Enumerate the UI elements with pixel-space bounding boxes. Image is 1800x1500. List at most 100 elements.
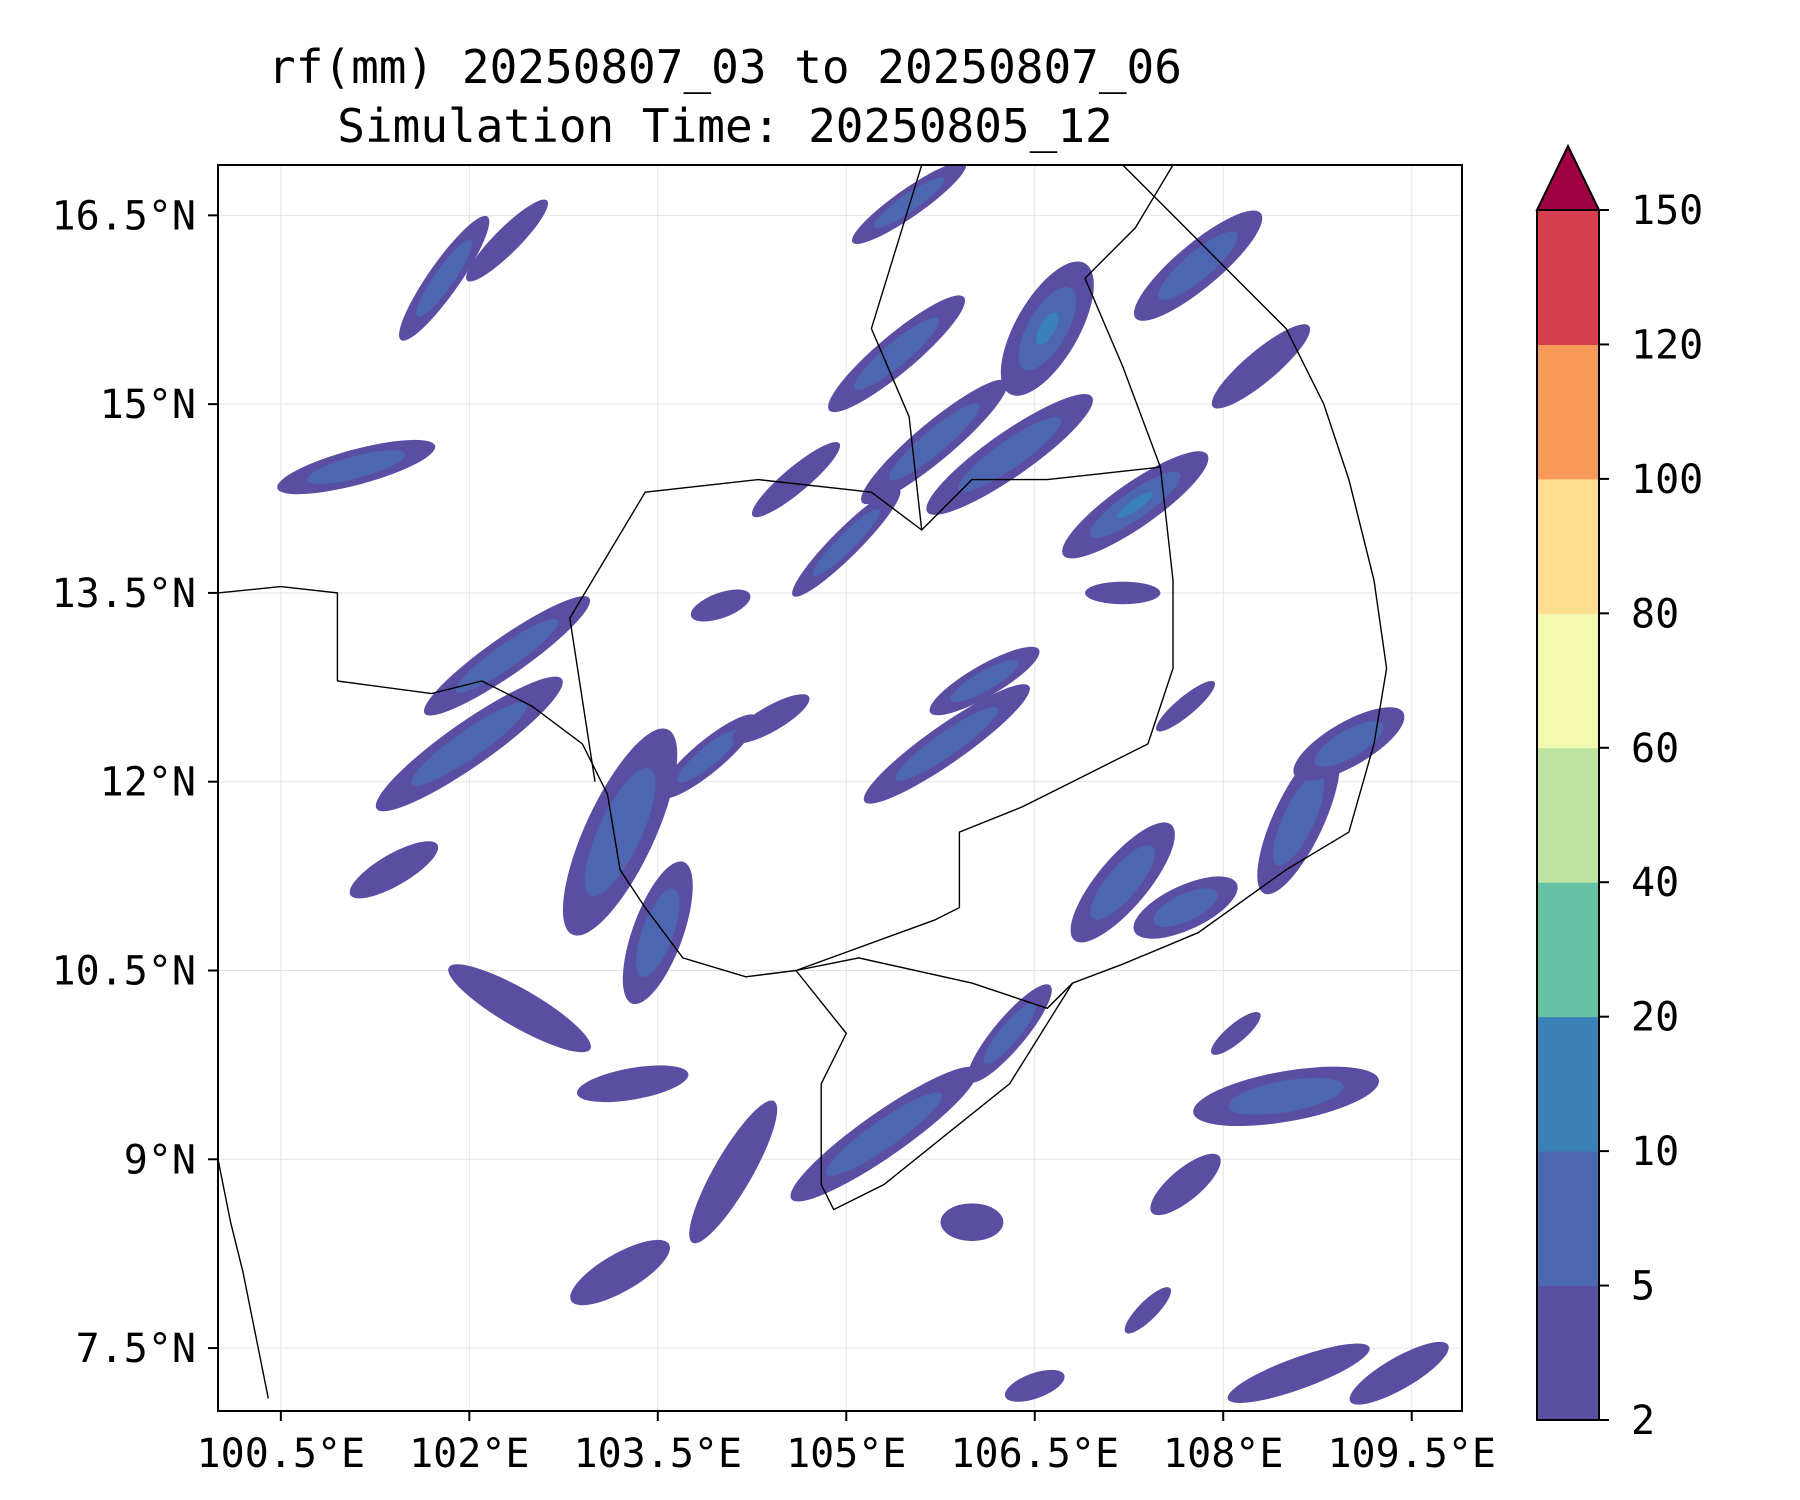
rain-contour [873, 177, 945, 229]
rain-contour [1314, 721, 1384, 767]
rain-cell [1257, 744, 1341, 895]
coastline-segment [569, 466, 1174, 972]
rain-cell [399, 215, 490, 341]
rain-contour [466, 199, 548, 282]
rain-contour [1211, 1011, 1261, 1055]
colorbar-tick-label: 10 [1631, 1129, 1679, 1175]
lat-tick-label: 16.5°N [52, 193, 197, 239]
rain-cell [1227, 1343, 1370, 1403]
coastlines-and-borders [218, 165, 1388, 1399]
coastline-segment [337, 680, 583, 745]
colorbar-segments [1537, 210, 1599, 1421]
rain-cell [1133, 876, 1238, 939]
rain-cell [277, 439, 436, 495]
rain-contour [584, 767, 656, 897]
rain-contour [570, 1239, 670, 1306]
lon-tick-label: 100.5°E [197, 1431, 366, 1477]
rain-cell [1085, 581, 1161, 605]
rain-contour [826, 1092, 942, 1176]
map-title-line2: Simulation Time: 20250805_12 [337, 99, 1113, 153]
lat-tick-label: 13.5°N [52, 571, 197, 617]
colorbar-segment [1537, 882, 1599, 1018]
rain-contour [636, 888, 680, 977]
lat-tick-label: 9°N [124, 1137, 196, 1183]
rain-contour [1156, 680, 1216, 732]
rain-contour [307, 450, 406, 484]
rain-contour [854, 317, 939, 390]
rain-cell [1133, 210, 1263, 321]
rain-contour [690, 589, 751, 622]
rain-contour [1117, 491, 1153, 518]
rain-contour [1153, 888, 1218, 927]
latitude-axis: 7.5°N 9°N 10.5°N 12°N 13.5°N 15°N 16.5°N [52, 193, 218, 1372]
map-title-line1: rf(mm) 20250807_03 to 20250807_06 [268, 40, 1182, 94]
colorbar-segment [1537, 747, 1599, 883]
rain-cell [940, 1203, 1004, 1242]
rain-cell [1150, 1153, 1221, 1216]
rain-contour [411, 702, 528, 786]
rain-contour [950, 659, 1019, 703]
lon-tick-label: 103.5°E [574, 1431, 743, 1477]
rain-contour [1228, 1077, 1344, 1115]
longitude-axis: 100.5°E 102°E 103.5°E 105°E 106.5°E 108°E 109.… [197, 1411, 1496, 1477]
colorbar-segment [1537, 1151, 1599, 1287]
colorbar-segment [1537, 613, 1599, 749]
rain-cell [1156, 680, 1216, 732]
rain-cell [929, 646, 1040, 716]
colorbar-segment [1537, 210, 1599, 345]
rain-cell [792, 488, 901, 597]
colorbar-ticks: 2 5 10 20 40 60 80 100 120 150 [1599, 188, 1703, 1444]
colorbar-tick-label: 2 [1631, 1398, 1655, 1444]
rain-contour [983, 1002, 1036, 1064]
colorbar-tick-label: 120 [1631, 322, 1703, 368]
rain-cell [658, 714, 758, 799]
rain-cell [375, 676, 563, 812]
rain-cell [466, 199, 548, 282]
rain-cell [349, 841, 439, 899]
lon-tick-label: 102°E [409, 1431, 529, 1477]
coastline-segment [218, 1159, 269, 1399]
rain-contour [1085, 581, 1161, 605]
colorbar-segment [1537, 344, 1599, 480]
rain-cell [576, 1065, 689, 1103]
rain-cell [689, 1100, 778, 1244]
rain-cell [790, 1066, 978, 1202]
rain-cell [1004, 1369, 1065, 1402]
colorbar-tick-label: 80 [1631, 591, 1679, 637]
rain-cell [851, 165, 967, 244]
rain-contour [895, 706, 999, 781]
rain-contour [448, 964, 591, 1053]
rain-contour [677, 730, 739, 783]
rain-cell [562, 728, 678, 936]
coastline-segment [581, 743, 797, 978]
rain-contour [1227, 1343, 1370, 1403]
rain-contour [888, 403, 980, 481]
lat-tick-label: 12°N [100, 760, 196, 806]
rain-cell [1211, 1011, 1261, 1055]
colorbar-tick-label: 5 [1631, 1264, 1655, 1310]
lat-tick-label: 15°N [100, 382, 196, 428]
rain-cell [570, 1239, 670, 1306]
colorbar-tick-label: 150 [1631, 188, 1703, 234]
rain-contour [751, 442, 841, 518]
rain-contour [416, 239, 473, 317]
rain-cell [690, 589, 751, 622]
rain-cell [448, 964, 591, 1053]
rain-cell [1062, 451, 1209, 559]
rain-cell [828, 295, 966, 413]
lon-tick-label: 106.5°E [950, 1431, 1119, 1477]
map-frame [217, 164, 1463, 1412]
rain-contour [1036, 312, 1059, 345]
rain-cell [1211, 324, 1311, 409]
rain-cell [751, 442, 841, 518]
colorbar-tick-label: 20 [1631, 995, 1679, 1041]
rain-contour [1150, 1153, 1221, 1216]
lon-tick-label: 109.5°E [1327, 1431, 1496, 1477]
rain-cell [863, 684, 1030, 804]
rain-cell [622, 861, 693, 1005]
rain-cell [1070, 822, 1175, 943]
rain-contour [1004, 1369, 1065, 1402]
coastline-segment [795, 970, 1074, 1211]
